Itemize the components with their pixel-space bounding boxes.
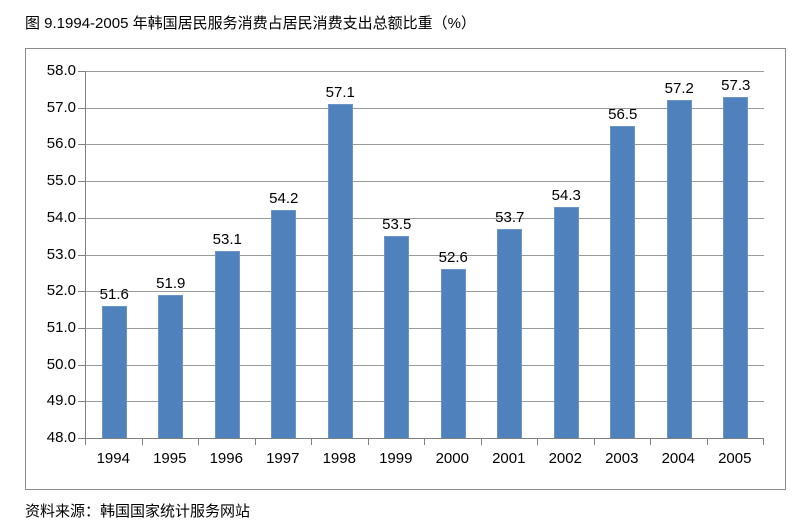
gridline xyxy=(86,144,764,146)
x-axis-label: 2001 xyxy=(492,450,526,467)
y-axis-tick xyxy=(78,71,85,72)
x-axis-label: 1997 xyxy=(266,450,300,467)
gridline xyxy=(86,327,764,329)
y-axis-tick xyxy=(78,364,85,366)
x-axis-tick xyxy=(255,439,256,445)
x-axis-label: 2002 xyxy=(548,450,582,467)
x-axis-tick xyxy=(85,439,86,445)
x-axis-tick xyxy=(198,439,199,445)
y-axis-tick xyxy=(78,401,85,403)
bar-value-label: 53.5 xyxy=(382,216,412,234)
x-axis-tick xyxy=(481,439,482,445)
y-axis-label: 49.0 xyxy=(46,392,76,410)
gridline xyxy=(86,401,764,403)
bar xyxy=(327,104,353,438)
y-axis-label: 51.0 xyxy=(46,318,76,336)
x-axis-label: 2000 xyxy=(435,450,469,467)
x-axis-label: 1994 xyxy=(96,450,130,467)
bar-value-label: 53.7 xyxy=(495,208,525,226)
gridline xyxy=(86,217,764,219)
bar xyxy=(384,236,410,438)
bar xyxy=(497,228,523,438)
y-axis-label: 56.0 xyxy=(46,135,76,153)
bar xyxy=(158,294,184,438)
y-axis-tick xyxy=(78,291,85,293)
y-axis-tick xyxy=(78,217,85,219)
y-axis-label: 58.0 xyxy=(46,62,76,79)
x-axis-tick xyxy=(594,439,595,445)
y-axis-tick xyxy=(78,254,85,256)
x-axis-label: 2004 xyxy=(661,450,695,467)
x-axis-tick xyxy=(424,439,425,445)
bar-value-label: 54.3 xyxy=(551,186,581,204)
x-axis-tick xyxy=(368,439,369,445)
y-axis-label: 53.0 xyxy=(46,245,76,263)
x-axis-label: 1999 xyxy=(379,450,413,467)
bar xyxy=(723,96,749,438)
bar-value-label: 57.3 xyxy=(721,76,751,94)
source-note: 资料来源：韩国国家统计服务网站 xyxy=(25,503,251,520)
bar-value-label: 52.6 xyxy=(438,249,468,267)
bar xyxy=(101,305,127,438)
chart: 51.6 51.9 53.1 54.2 57.1 53.5 52.6 53.7 54.3 56.5… xyxy=(25,48,786,490)
bar-value-label: 53.1 xyxy=(212,230,242,248)
bar-value-label: 51.9 xyxy=(156,274,186,292)
y-axis-tick xyxy=(78,181,85,183)
plot-area: 51.6 51.9 53.1 54.2 57.1 53.5 52.6 53.7 54.3 56.5… xyxy=(85,71,764,439)
bar-value-label: 57.1 xyxy=(325,84,355,102)
bar xyxy=(666,100,692,438)
y-axis-label: 52.0 xyxy=(46,282,76,300)
figure-title: 图 9.1994-2005 年韩国居民服务消费占居民消费支出总额比重（%） xyxy=(25,15,476,32)
y-axis-label: 54.0 xyxy=(46,208,76,226)
x-axis-label: 1998 xyxy=(322,450,356,467)
x-axis-label: 1995 xyxy=(153,450,187,467)
gridline xyxy=(86,71,764,72)
x-axis-tick xyxy=(537,439,538,445)
x-axis-label: 2003 xyxy=(605,450,639,467)
x-axis-tick xyxy=(707,439,708,445)
gridline xyxy=(86,291,764,293)
bar-value-label: 56.5 xyxy=(608,106,638,124)
gridline xyxy=(86,364,764,366)
y-axis-tick xyxy=(78,327,85,329)
bar xyxy=(553,206,579,438)
y-axis-tick xyxy=(78,144,85,146)
bar xyxy=(271,210,297,438)
gridline xyxy=(86,181,764,183)
y-axis-label: 48.0 xyxy=(46,429,76,446)
gridline xyxy=(86,107,764,109)
y-axis-tick xyxy=(78,107,85,109)
y-axis-label: 55.0 xyxy=(46,172,76,190)
bar-value-label: 51.6 xyxy=(99,285,129,303)
y-axis-label: 50.0 xyxy=(46,355,76,373)
x-axis-tick xyxy=(311,439,312,445)
x-axis-tick xyxy=(142,439,143,445)
x-axis-label: 1996 xyxy=(209,450,243,467)
gridline xyxy=(86,254,764,256)
y-axis-tick xyxy=(78,438,85,439)
x-axis-tick xyxy=(763,439,764,445)
y-axis-label: 57.0 xyxy=(46,98,76,116)
bar-value-label: 54.2 xyxy=(269,190,299,208)
x-axis-label: 2005 xyxy=(718,450,752,467)
bar-value-label: 57.2 xyxy=(664,80,694,98)
bar xyxy=(610,126,636,438)
bar xyxy=(214,250,240,438)
x-axis-tick xyxy=(650,439,651,445)
bar xyxy=(440,269,466,438)
